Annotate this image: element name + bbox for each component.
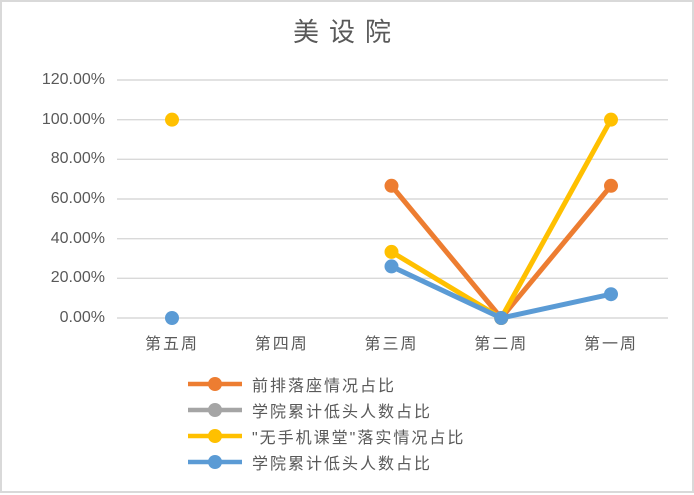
data-point [165,311,179,325]
data-point [165,112,179,127]
series-line-2 [389,117,614,321]
series-line-0 [389,183,614,321]
chart-title: 美设院 [292,17,401,47]
data-point [494,311,509,325]
legend-marker-icon [188,377,242,391]
chart-legend: 前排落座情况占比学院累计低头人数占比 "无手机课堂"落实情况占比 学院累计低头人数占… [188,371,465,475]
data-point [604,287,618,302]
legend-item: 学院累计低头人数占比 [188,449,465,475]
data-point [384,178,399,193]
y-axis-tick: 120.00% [41,71,105,88]
x-axis-label: 第三周 [364,336,419,353]
legend-marker-icon [188,455,242,469]
x-axis-label: 第一周 [583,336,638,353]
y-axis-tick: 0.00% [59,309,105,326]
y-axis-tick: 20.00% [50,269,105,287]
data-point [604,112,618,127]
legend-label: 学院累计低头人数占比 [252,456,433,473]
y-axis-tick: 100.00% [41,110,105,128]
data-point [384,259,399,274]
legend-label: 前排落座情况占比 [252,378,397,395]
y-axis-tick: 80.00% [50,150,105,168]
legend-marker-icon [188,403,242,417]
y-axis-tick: 40.00% [50,229,105,247]
x-axis-label: 第五周 [144,336,199,353]
x-axis-label: 第二周 [474,336,529,353]
legend-item: 前排落座情况占比 [188,371,465,397]
x-axis-label: 第四周 [254,336,309,353]
legend-marker-icon [188,429,242,443]
legend-item: 学院累计低头人数占比 [188,397,465,423]
y-axis-tick: 60.00% [50,190,105,207]
legend-label: "无手机课堂"落实情况占比 [252,430,466,447]
legend-item: "无手机课堂"落实情况占比 [188,423,465,449]
data-point [384,244,399,259]
data-point [604,178,618,193]
legend-label: 学院累计低头人数占比 [252,404,433,421]
